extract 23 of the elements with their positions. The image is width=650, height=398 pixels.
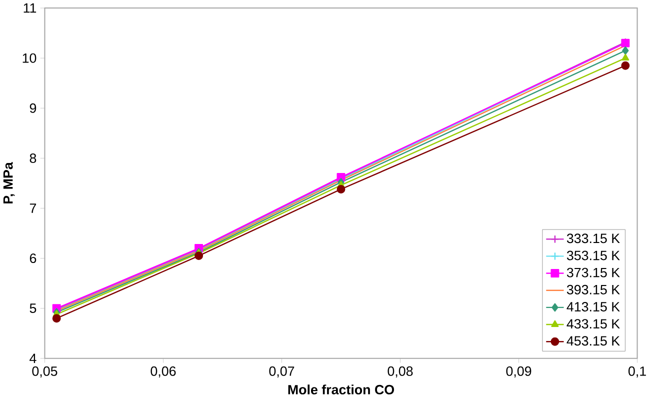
- x-axis-title: Mole fraction CO: [288, 384, 394, 394]
- y-tick-label: 6: [30, 254, 36, 264]
- legend-label: 453.15 K: [566, 336, 620, 346]
- legend-label: 333.15 K: [566, 234, 620, 244]
- legend-label: 433.15 K: [566, 319, 620, 329]
- y-tick-label: 9: [30, 103, 36, 113]
- legend-label: 353.15 K: [566, 250, 620, 260]
- x-tick-label: 0,09: [506, 366, 532, 378]
- legend-label: 413.15 K: [566, 302, 620, 312]
- y-tick-label: 4: [30, 354, 36, 364]
- y-tick-label: 11: [24, 4, 36, 13]
- y-tick-label: 7: [30, 204, 36, 213]
- y-axis-title: P, MPa: [3, 162, 15, 204]
- x-tick-label: 0,05: [32, 366, 58, 378]
- y-tick-label: 8: [30, 154, 36, 164]
- x-tick-label: 0,06: [150, 366, 176, 378]
- x-tick-label: 0,07: [269, 366, 294, 378]
- y-tick-label: 5: [30, 304, 36, 314]
- legend-label: 373.15 K: [566, 268, 620, 278]
- legend-label: 393.15 K: [566, 284, 620, 294]
- x-tick-label: 0,1: [628, 366, 646, 378]
- x-tick-label: 0,08: [388, 366, 413, 378]
- y-tick-label: 10: [22, 53, 36, 63]
